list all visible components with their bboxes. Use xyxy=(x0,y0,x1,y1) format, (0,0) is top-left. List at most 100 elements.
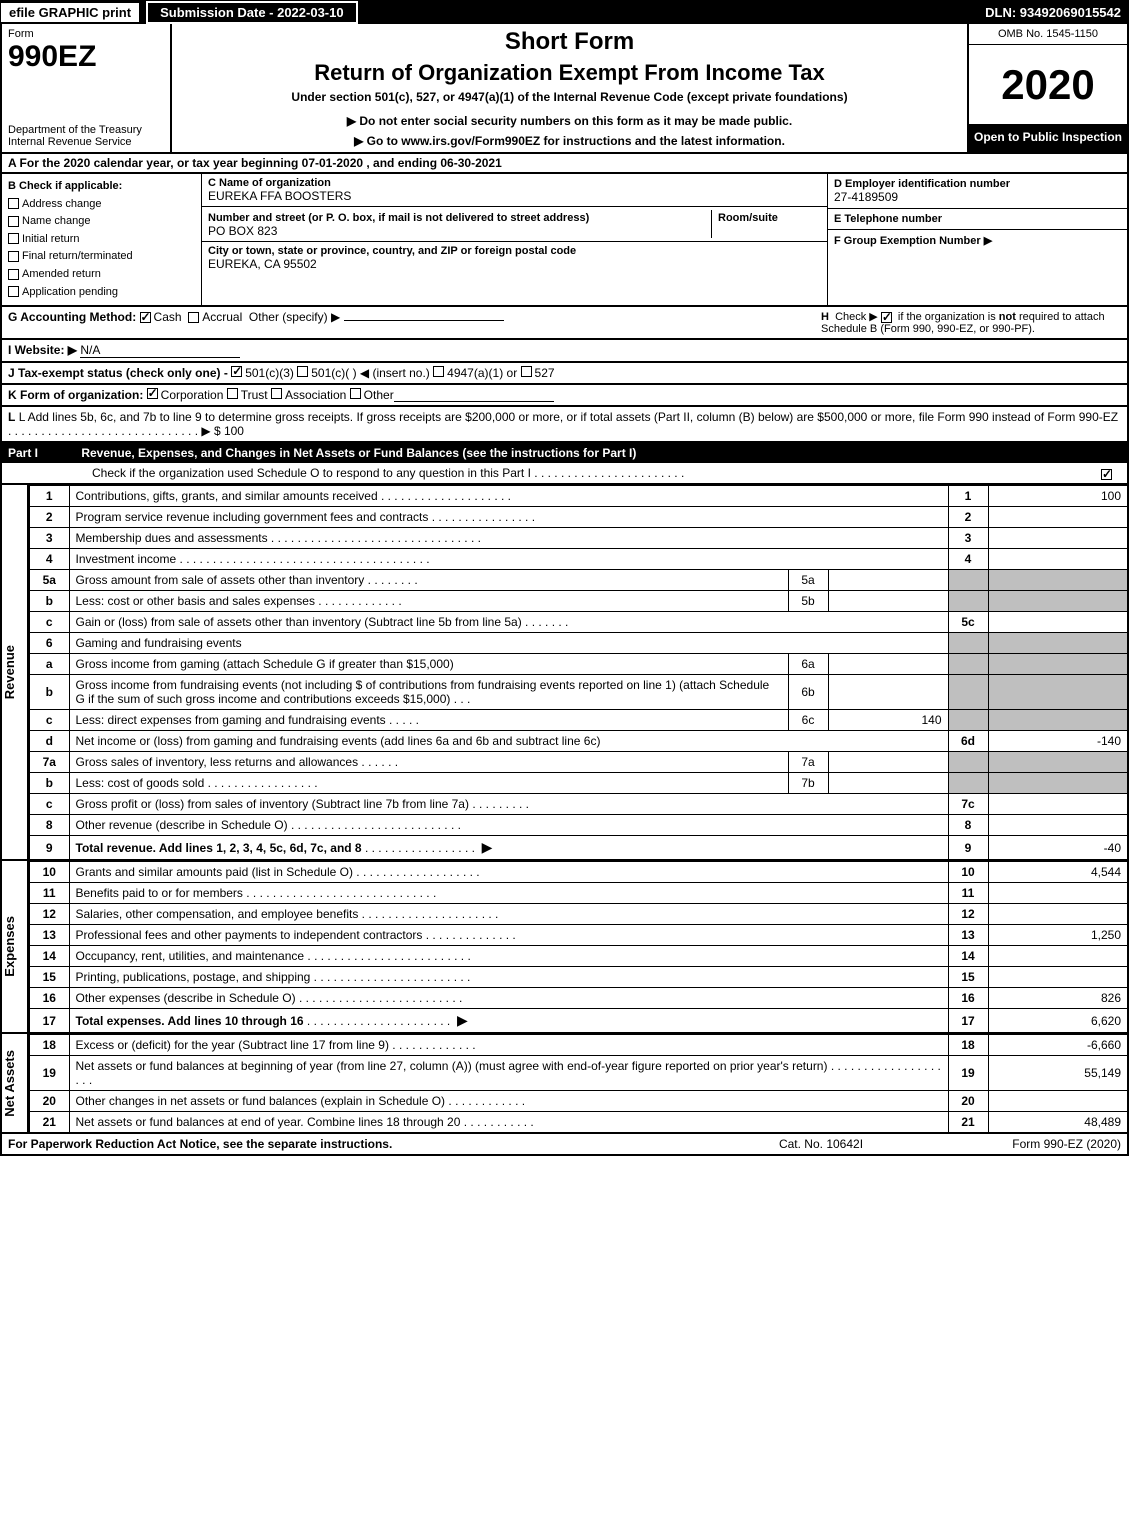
check-initial-return[interactable] xyxy=(8,233,19,244)
line-1-ref: 1 xyxy=(948,486,988,507)
line-15-no: 15 xyxy=(29,967,69,988)
check-527[interactable] xyxy=(521,366,532,377)
line-12: 12 Salaries, other compensation, and emp… xyxy=(29,904,1128,925)
check-final-return[interactable] xyxy=(8,251,19,262)
line-6-no: 6 xyxy=(29,633,69,654)
check-association[interactable] xyxy=(271,388,282,399)
website-label: I Website: ▶ xyxy=(8,343,77,358)
check-not-required-schedule-b[interactable] xyxy=(881,312,892,323)
omb-number: OMB No. 1545-1150 xyxy=(969,24,1127,45)
goto-link-text[interactable]: ▶ Go to www.irs.gov/Form990EZ for instru… xyxy=(180,134,959,148)
line-11-text: Benefits paid to or for members xyxy=(76,886,243,900)
other-method-input[interactable] xyxy=(344,320,504,321)
label-trust: Trust xyxy=(241,388,268,402)
line-4-text: Investment income xyxy=(76,552,177,566)
tax-exempt-label: J Tax-exempt status (check only one) - xyxy=(8,366,228,380)
row-gh: G Accounting Method: Cash Accrual Other … xyxy=(0,307,1129,340)
line-7c-text: Gross profit or (loss) from sales of inv… xyxy=(76,797,469,811)
line-8-ref: 8 xyxy=(948,815,988,836)
line-6a-innerref: 6a xyxy=(788,654,828,675)
part-i-body: Revenue 1 Contributions, gifts, grants, … xyxy=(0,485,1129,861)
line-14-ref: 14 xyxy=(948,946,988,967)
line-11: 11 Benefits paid to or for members . . .… xyxy=(29,883,1128,904)
line-18-text: Excess or (deficit) for the year (Subtra… xyxy=(76,1038,389,1052)
label-other-org: Other xyxy=(364,388,394,402)
check-accrual[interactable] xyxy=(188,312,199,323)
line-1-text: Contributions, gifts, grants, and simila… xyxy=(76,489,378,503)
line-6b-innerval xyxy=(828,675,948,710)
line-2: 2 Program service revenue including gove… xyxy=(29,507,1128,528)
line-12-val xyxy=(988,904,1128,925)
line-18: 18 Excess or (deficit) for the year (Sub… xyxy=(29,1035,1128,1056)
check-cash[interactable] xyxy=(140,312,151,323)
paperwork-notice: For Paperwork Reduction Act Notice, see … xyxy=(8,1137,721,1151)
accounting-method-label: G Accounting Method: xyxy=(8,310,136,324)
check-501c[interactable] xyxy=(297,366,308,377)
line-16-no: 16 xyxy=(29,988,69,1009)
check-other-org[interactable] xyxy=(350,388,361,399)
expenses-table: 10 Grants and similar amounts paid (list… xyxy=(28,861,1129,1034)
line-6d-val: -140 xyxy=(988,731,1128,752)
check-address-change[interactable] xyxy=(8,198,19,209)
line-9-text: Total revenue. Add lines 1, 2, 3, 4, 5c,… xyxy=(76,841,362,855)
label-address-change: Address change xyxy=(22,198,102,210)
label-501c3: 501(c)(3) xyxy=(245,366,294,380)
line-6d: d Net income or (loss) from gaming and f… xyxy=(29,731,1128,752)
line-7b: b Less: cost of goods sold . . . . . . .… xyxy=(29,773,1128,794)
line-1: 1 Contributions, gifts, grants, and simi… xyxy=(29,486,1128,507)
cat-no: Cat. No. 10642I xyxy=(721,1137,921,1151)
line-8-text: Other revenue (describe in Schedule O) xyxy=(76,818,288,832)
schedule-o-text: Check if the organization used Schedule … xyxy=(92,466,531,480)
line-18-no: 18 xyxy=(29,1035,69,1056)
line-7c-val xyxy=(988,794,1128,815)
line-5b-innerval xyxy=(828,591,948,612)
footer: For Paperwork Reduction Act Notice, see … xyxy=(0,1134,1129,1156)
check-trust[interactable] xyxy=(227,388,238,399)
room-label: Room/suite xyxy=(718,212,778,224)
line-9: 9 Total revenue. Add lines 1, 2, 3, 4, 5… xyxy=(29,836,1128,861)
check-name-change[interactable] xyxy=(8,216,19,227)
short-form-title: Short Form xyxy=(180,28,959,56)
line-7a: 7a Gross sales of inventory, less return… xyxy=(29,752,1128,773)
line-5b: b Less: cost or other basis and sales ex… xyxy=(29,591,1128,612)
line-19-text: Net assets or fund balances at beginning… xyxy=(76,1059,828,1073)
section-b-header: B Check if applicable: xyxy=(8,178,195,196)
line-4: 4 Investment income . . . . . . . . . . … xyxy=(29,549,1128,570)
row-k: K Form of organization: Corporation Trus… xyxy=(0,385,1129,407)
line-6: 6 Gaming and fundraising events xyxy=(29,633,1128,654)
line-8-no: 8 xyxy=(29,815,69,836)
form-label: Form xyxy=(8,28,164,40)
line-5a-text: Gross amount from sale of assets other t… xyxy=(76,573,365,587)
line-10-ref: 10 xyxy=(948,862,988,883)
line-5b-innerref: 5b xyxy=(788,591,828,612)
line-6b-text: Gross income from fundraising events (no… xyxy=(76,678,770,706)
org-name-label: C Name of organization xyxy=(208,177,821,189)
line-16: 16 Other expenses (describe in Schedule … xyxy=(29,988,1128,1009)
section-h: H Check ▶ if the organization is not req… xyxy=(821,310,1121,335)
line-11-val xyxy=(988,883,1128,904)
section-l-amount: ▶ $ 100 xyxy=(201,424,244,438)
top-bar: efile GRAPHIC print Submission Date - 20… xyxy=(0,0,1129,24)
section-l-text: L Add lines 5b, 6c, and 7b to line 9 to … xyxy=(19,410,1118,424)
line-6c-innerval: 140 xyxy=(828,710,948,731)
expenses-wrap: Expenses 10 Grants and similar amounts p… xyxy=(0,861,1129,1034)
check-corporation[interactable] xyxy=(147,388,158,399)
line-6-text: Gaming and fundraising events xyxy=(76,636,242,650)
label-corporation: Corporation xyxy=(161,388,224,402)
check-application-pending[interactable] xyxy=(8,286,19,297)
line-15-ref: 15 xyxy=(948,967,988,988)
check-501c3[interactable] xyxy=(231,366,242,377)
line-5a-innerval xyxy=(828,570,948,591)
line-19: 19 Net assets or fund balances at beginn… xyxy=(29,1056,1128,1091)
check-4947a1[interactable] xyxy=(433,366,444,377)
other-org-input[interactable] xyxy=(394,388,554,402)
line-2-no: 2 xyxy=(29,507,69,528)
label-initial-return: Initial return xyxy=(22,233,79,245)
check-schedule-o[interactable] xyxy=(1101,469,1112,480)
check-amended-return[interactable] xyxy=(8,269,19,280)
line-10-val: 4,544 xyxy=(988,862,1128,883)
line-19-ref: 19 xyxy=(948,1056,988,1091)
label-4947a1: 4947(a)(1) or xyxy=(447,366,517,380)
line-15-text: Printing, publications, postage, and shi… xyxy=(76,970,311,984)
line-21-val: 48,489 xyxy=(988,1112,1128,1134)
